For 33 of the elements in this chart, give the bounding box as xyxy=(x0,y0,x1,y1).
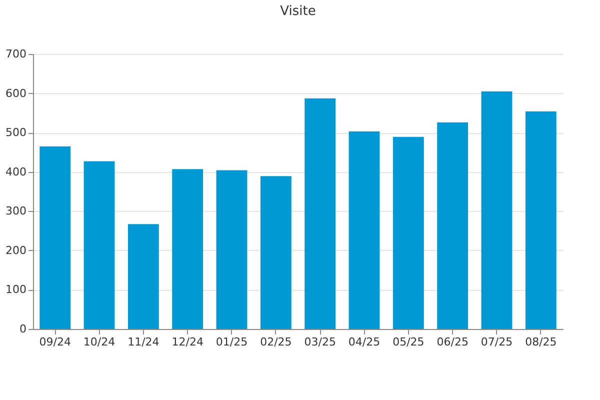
bar xyxy=(392,136,424,329)
x-tick-label: 09/24 xyxy=(39,336,71,348)
y-tick-label: 500 xyxy=(6,126,26,140)
chart-title: Visite xyxy=(280,4,316,19)
x-tick-label: 06/25 xyxy=(436,336,468,348)
bar xyxy=(128,224,159,329)
x-tick-label: 05/25 xyxy=(392,336,424,348)
x-tick-label: 03/25 xyxy=(304,336,336,348)
y-tick-label: 700 xyxy=(6,48,26,60)
bar xyxy=(481,91,512,329)
x-tick-label: 10/24 xyxy=(83,336,116,348)
y-tick-label: 0 xyxy=(20,322,26,336)
x-tick-label: 11/24 xyxy=(128,336,160,348)
bar xyxy=(40,146,71,329)
x-tick-label: 07/25 xyxy=(480,336,513,348)
y-tick-label: 200 xyxy=(6,244,26,257)
x-tick-label: 12/24 xyxy=(172,336,204,348)
bar xyxy=(172,169,204,329)
x-tick-label: 02/25 xyxy=(260,336,292,348)
bar xyxy=(304,98,336,329)
x-tick-label: 01/25 xyxy=(216,336,248,348)
y-tick-label: 600 xyxy=(6,86,26,100)
y-tick-label: 400 xyxy=(6,165,26,178)
x-tick-label: 08/25 xyxy=(525,336,557,348)
y-tick-label: 300 xyxy=(6,204,26,218)
bar xyxy=(525,111,556,329)
x-tick-label: 04/25 xyxy=(348,336,380,348)
y-tick-label: 100 xyxy=(6,283,26,296)
bar xyxy=(348,131,380,329)
bar xyxy=(216,170,248,329)
bar xyxy=(84,161,115,329)
bar xyxy=(437,122,468,329)
bar xyxy=(260,176,292,329)
